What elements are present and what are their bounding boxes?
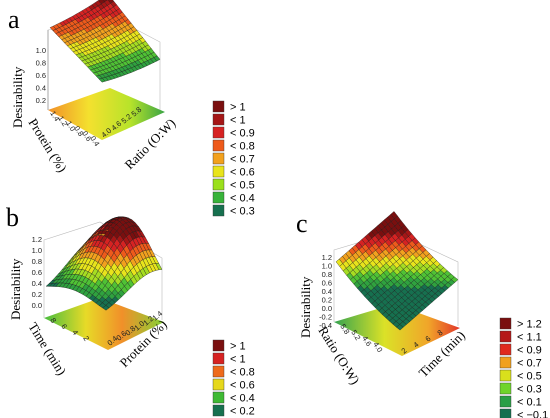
x-tick-label: 2 [81,334,91,342]
panel-b-legend: > 1< 1< 0.8< 0.6< 0.4< 0.2 [212,339,255,418]
z-tick-label: 1.0 [32,246,42,255]
legend-label: < 0.4 [230,193,255,205]
legend-label: < −0.1 [517,410,548,418]
legend-label: < 0.3 [517,384,542,396]
x-tick-label: 8 [48,316,58,324]
panel-c-surface [335,211,459,331]
z-tick-label: 0.6 [322,279,332,288]
legend-swatch [212,178,225,191]
z-tick-label: 0.8 [322,270,332,279]
legend-swatch [212,165,225,178]
panel-b-floor [44,298,164,350]
z-tick-label: 0.0 [32,301,42,310]
legend-label: < 0.7 [517,358,542,370]
panel-label-a: a [8,5,20,34]
z-tick-label: 1.0 [322,262,332,271]
x-tick-label: 6 [59,322,69,330]
legend-label: < 0.6 [230,380,255,392]
panel-c-legend: > 1.2< 1.1< 0.9< 0.7< 0.5< 0.3< 0.1< −0.… [499,317,548,418]
panel-label-c: c [296,209,308,238]
z-tick-label: 0.4 [36,84,46,93]
z-tick-label: -0.2 [319,313,332,322]
legend-label: < 0.5 [517,371,542,383]
legend-swatch [499,343,512,356]
z-tick-label: 0.8 [32,257,42,266]
legend-label: < 0.2 [230,406,255,418]
legend-swatch [212,339,225,352]
panel-c-plot: Desirability Ratio (O:W) Time (min) 1.21… [298,211,468,387]
panel-b-surface [45,216,163,311]
legend-swatch [212,152,225,165]
legend-swatch [499,408,512,418]
z-tick-label: 1.2 [322,253,332,262]
legend-label: > 1 [230,341,246,353]
legend-swatch [499,382,512,395]
z-tick-label: 0.6 [36,71,46,80]
panel-a-plot: Desirability Protein (%) Ratio (O:W) 1.0… [10,0,178,175]
legend-label: < 0.4 [230,393,255,405]
legend-label: < 1 [230,354,246,366]
y-tick-label: 6 [424,334,433,344]
z-tick-label: 0.2 [322,296,332,305]
legend-label: > 1.2 [517,319,542,331]
legend-swatch [212,126,225,139]
z-tick-label: 0.2 [36,96,46,105]
legend-label: < 0.1 [517,397,542,409]
legend-swatch [212,378,225,391]
panel-c-zlabel: Desirability [298,276,313,338]
panel-a-zlabel: Desirability [10,66,25,128]
legend-swatch [499,395,512,408]
legend-swatch [212,191,225,204]
legend-swatch [212,391,225,404]
z-tick-label: -0.4 [319,321,332,330]
panel-b-zlabel: Desirability [8,258,23,320]
surface-patch [102,305,110,311]
z-tick-label: 1.0 [36,46,46,55]
legend-label: < 0.3 [230,206,255,218]
legend-label: < 0.5 [230,180,255,192]
legend-label: > 1 [230,102,246,114]
legend-swatch [212,139,225,152]
legend-label: < 0.8 [230,141,255,153]
legend-label: < 1.1 [517,332,542,344]
z-tick-label: 0.4 [322,287,332,296]
legend-swatch [499,317,512,330]
surface-patch [98,78,106,83]
z-tick-label: 0.0 [322,304,332,313]
legend-swatch [212,365,225,378]
surface-patch [396,324,404,331]
legend-swatch [212,352,225,365]
y-tick-label: 2 [400,346,409,356]
legend-swatch [212,204,225,217]
panel-a-floor [48,88,165,140]
y-tick-label: 8 [436,328,445,338]
legend-swatch [499,330,512,343]
legend-label: < 0.8 [230,367,255,379]
z-tick-label: 0.4 [32,279,42,288]
z-tick-label: 0.2 [32,290,42,299]
y-tick-label: 4 [412,340,421,350]
legend-label: < 0.9 [517,345,542,357]
legend-swatch [212,404,225,417]
z-tick-label: 0.8 [36,59,46,68]
surface-patch [45,283,53,287]
legend-swatch [212,113,225,126]
panel-a-legend: > 1< 1< 0.9< 0.8< 0.7< 0.6< 0.5< 0.4< 0.… [212,100,255,218]
panel-a-surface [49,0,161,83]
legend-label: < 0.7 [230,154,255,166]
legend-label: < 0.6 [230,167,255,179]
legend-swatch [212,100,225,113]
panel-c-floor [334,304,460,356]
legend-swatch [499,369,512,382]
z-tick-label: 0.6 [32,268,42,277]
legend-swatch [499,356,512,369]
legend-label: < 0.9 [230,128,255,140]
z-tick-label: 1.2 [32,235,42,244]
panel-label-b: b [6,203,19,232]
panel-b-plot: Desirability Time (min) Protein (%) 1.21… [8,216,170,378]
x-tick-label: 4 [70,328,80,336]
legend-label: < 1 [230,115,246,127]
panel-b-box [43,221,163,320]
